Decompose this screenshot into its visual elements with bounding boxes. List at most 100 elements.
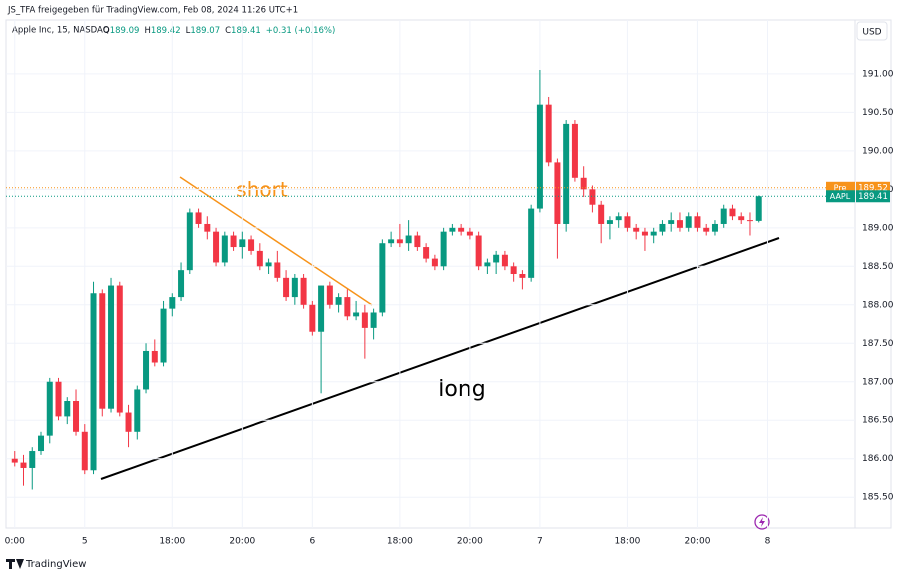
y-tick-label: 191.00 [862, 69, 894, 79]
candle-body [239, 239, 246, 248]
candle-body [571, 123, 578, 178]
candle-body [204, 223, 211, 232]
x-tick-label: 18:00 [614, 537, 640, 547]
candle-body [720, 208, 727, 224]
event-bolt [759, 517, 765, 527]
x-tick-label: 7 [537, 537, 543, 547]
candle-body [510, 266, 517, 274]
event-icon[interactable] [754, 514, 770, 530]
candle-body [108, 285, 115, 409]
y-tick-label: 186.50 [862, 416, 894, 426]
candle-body [440, 231, 447, 267]
candle-body [484, 262, 491, 267]
candle-body [659, 223, 666, 232]
candle-body [493, 254, 500, 263]
ohlc-key: H [144, 26, 150, 36]
candle-body [160, 308, 167, 363]
candle-body [64, 401, 71, 417]
candle-body [300, 277, 307, 305]
x-tick-label: 18:00 [159, 537, 185, 547]
candle-body [685, 216, 692, 228]
candle-body [729, 208, 736, 217]
y-tick-label: 190.50 [862, 108, 894, 118]
candle-body [668, 220, 675, 224]
candle-body [20, 462, 27, 468]
candle-body [379, 243, 386, 313]
candle-body [589, 189, 596, 205]
candle-body [195, 212, 202, 224]
currency-button[interactable] [856, 21, 888, 41]
candle-body [143, 350, 150, 390]
candle-body [125, 412, 132, 432]
ohlc-legend: O189.09 H189.42 L189.07 C189.41 +0.31 (+0.16… [103, 26, 335, 36]
candle-body [230, 235, 237, 248]
candle-body [519, 274, 526, 278]
y-tick-label: 187.00 [862, 377, 894, 387]
candle-body [676, 220, 683, 228]
candle-body [256, 250, 263, 267]
x-tick-label: 6 [309, 537, 315, 547]
y-tick-label: 190.00 [862, 146, 894, 156]
candle-body [475, 235, 482, 267]
footer-brand: TradingView [25, 559, 86, 570]
currency[interactable]: USD [862, 28, 881, 38]
price-tag-value: 189.52 [858, 183, 888, 193]
candle-body [73, 401, 80, 432]
candle-body [29, 451, 36, 468]
candle-body [746, 220, 753, 222]
candle-body [641, 231, 648, 236]
ohlc-value: 189.07 [190, 26, 220, 36]
candle-body [11, 458, 18, 463]
symbol: Apple Inc, 15, NASDAQ [12, 26, 110, 36]
candle-body [755, 196, 762, 221]
ohlc-value: 189.09 [110, 26, 140, 36]
candle-body [353, 312, 360, 317]
trendline-short [179, 176, 373, 306]
x-tick-label: 20:00 [684, 537, 710, 547]
x-tick-label: 20:00 [229, 537, 255, 547]
candle-body [274, 262, 281, 278]
candle-body [554, 162, 561, 224]
ohlc-value: 189.42 [151, 26, 181, 36]
candle-body [90, 293, 97, 471]
candle-body [711, 223, 718, 232]
candle-body [598, 204, 605, 224]
candle-body [151, 350, 158, 363]
trendline-long [100, 237, 780, 480]
candle-body [335, 297, 342, 305]
candle-body [396, 239, 403, 244]
candle-body [344, 297, 351, 317]
x-tick-label: 0:00 [5, 537, 25, 547]
candle-body [615, 216, 622, 221]
price-tag-bg [856, 190, 890, 203]
frame [5, 19, 892, 529]
price-tag-label: AAPL [830, 192, 851, 201]
candle-body [318, 285, 325, 332]
candle-body [466, 231, 473, 236]
candle-body [388, 239, 395, 244]
candle-body [423, 247, 430, 259]
annotation: long [438, 377, 485, 402]
price-tag-label: Pre [834, 183, 847, 192]
candle-body [449, 227, 456, 232]
candle-body [99, 293, 106, 409]
candle-body [563, 123, 570, 224]
ohlc-key: L [186, 26, 191, 36]
candle-body [694, 216, 701, 228]
candle-body [606, 220, 613, 224]
candle-body [536, 104, 543, 209]
candle-body [528, 208, 535, 278]
candle-body [703, 227, 710, 232]
ohlc-key: O [103, 26, 110, 36]
ohlc-key: C [225, 26, 231, 36]
candle-body [414, 235, 421, 248]
candle-body [38, 435, 45, 452]
y-tick-label: 189.00 [862, 223, 894, 233]
x-tick-label: 20:00 [457, 537, 483, 547]
x-tick-label: 8 [765, 537, 771, 547]
candle-body [458, 227, 465, 232]
candle-body [283, 277, 290, 298]
change: +0.31 (+0.16%) [266, 26, 336, 36]
share-info: JS_TFA freigegeben für TradingView.com, … [7, 6, 298, 16]
